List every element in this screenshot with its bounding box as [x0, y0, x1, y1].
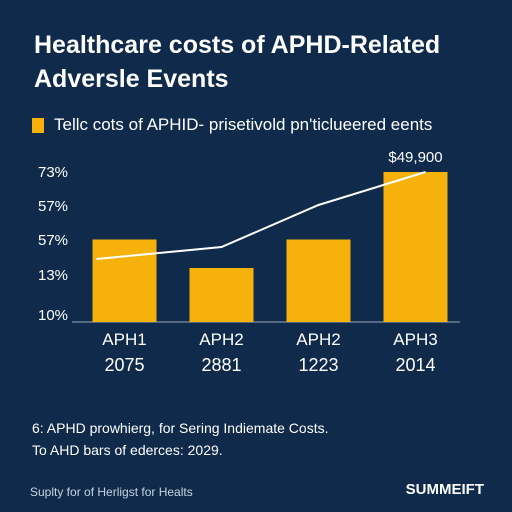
bar-1 — [92, 239, 157, 322]
chart-legend: Tellc cots of APHID- prisetivold pn'ticl… — [32, 115, 432, 135]
legend-label: Tellc cots of APHID- prisetivold pn'ticl… — [54, 115, 433, 134]
x-category-sublabel: 2881 — [201, 355, 241, 375]
x-category-label: APH2 — [296, 330, 340, 349]
footnote-line-1: 6: APHD prowhierg, for Sering Indiemate … — [32, 420, 329, 436]
y-tick-label: 10% — [38, 307, 68, 324]
trend-line — [96, 171, 426, 260]
y-tick-label: 57% — [38, 232, 68, 249]
brand-logo-text: SUMMEIFT — [405, 481, 484, 498]
x-category-label: APH1 — [102, 330, 146, 349]
y-tick-label: 57% — [38, 198, 68, 215]
y-tick-label: 13% — [38, 267, 68, 284]
chart-title: Healthcare costs of APHD-Related Adversl… — [34, 28, 484, 96]
chart-title-line-2: Adversle Events — [34, 65, 229, 93]
x-category-sublabel: 2014 — [395, 355, 435, 375]
source-note: Suplty for of Herligst for Healts — [30, 485, 193, 499]
bar-2 — [189, 268, 254, 322]
x-category-label: APH3 — [393, 330, 437, 349]
y-tick-label: 73% — [38, 164, 68, 181]
legend-swatch — [32, 117, 44, 133]
x-category-label: APH2 — [199, 330, 243, 349]
chart-title-line-1: Healthcare costs of APHD-Related — [34, 31, 441, 59]
x-category-sublabel: 2075 — [104, 355, 144, 375]
bar-4 — [383, 172, 448, 322]
footnote-line-2: To AHD bars of ederces: 2029. — [32, 442, 223, 458]
bar-3 — [286, 239, 351, 322]
footnote: 6: APHD prowhierg, for Sering Indiemate … — [32, 417, 328, 461]
data-label-annotation: $49,900 — [388, 149, 442, 166]
x-category-sublabel: 1223 — [298, 355, 338, 375]
